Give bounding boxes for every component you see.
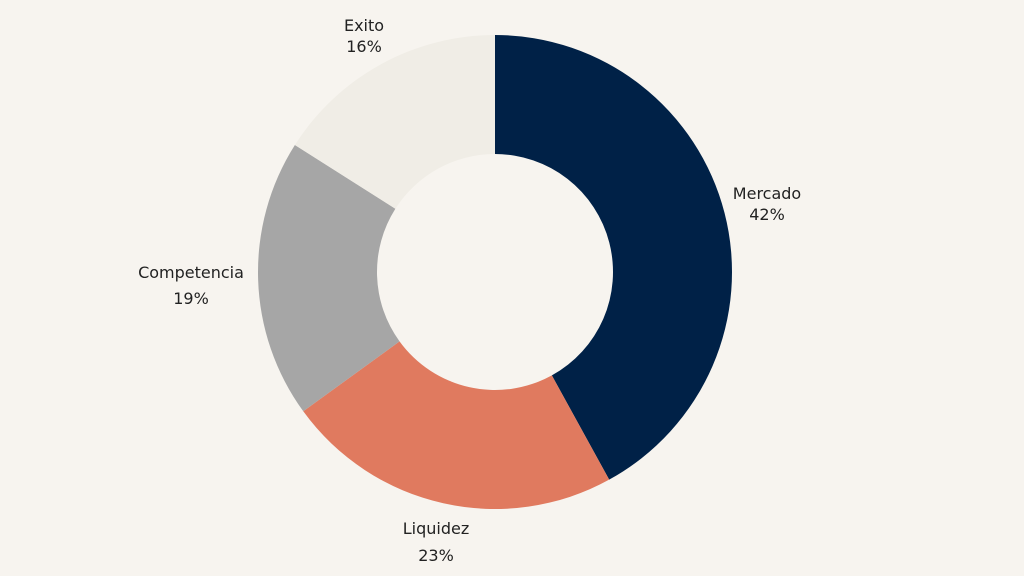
label-liquidez: Liquidez 23% [403,515,470,569]
slice-mercado [495,35,732,480]
label-competencia: Competencia 19% [138,260,244,312]
label-exito-pct: 16% [346,37,382,56]
label-mercado-pct: 42% [749,205,785,224]
slice-exito [294,35,495,209]
label-exito: Exito 16% [344,15,384,57]
label-exito-name: Exito [343,16,385,35]
label-competencia-pct: 19% [173,289,209,308]
slice-liquidez [303,341,610,509]
label-mercado: Mercado 42% [733,183,801,225]
label-liquidez-name: Liquidez [402,519,470,538]
label-competencia-name: Competencia [138,263,244,282]
label-liquidez-pct: 23% [418,546,454,565]
slice-competencia [257,145,400,412]
label-mercado-name: Mercado [732,184,802,203]
